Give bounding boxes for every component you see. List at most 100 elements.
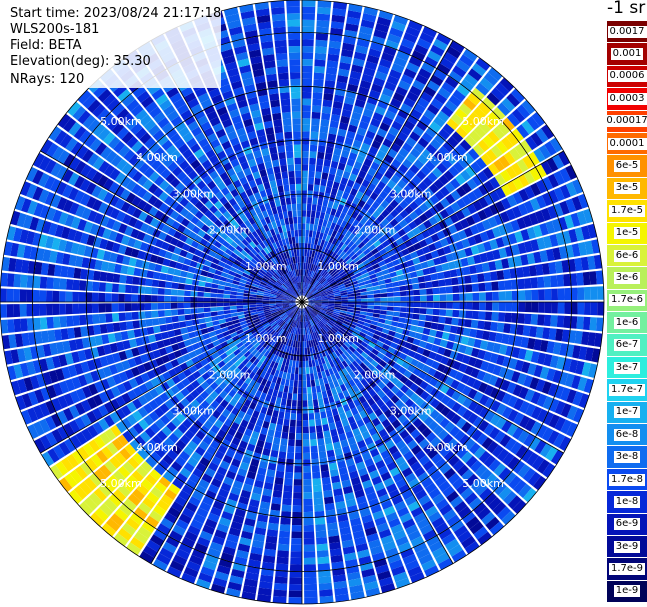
ray-bin: [327, 416, 335, 424]
ray-bin: [529, 265, 537, 277]
ray-bin: [460, 374, 470, 385]
ray-bin: [358, 170, 367, 179]
ray-bin: [359, 331, 367, 338]
ray-bin: [511, 128, 524, 143]
ray-bin: [380, 332, 388, 339]
ray-bin: [582, 271, 591, 286]
ray-bin: [405, 472, 417, 484]
ray-bin: [45, 432, 58, 447]
ray-bin: [431, 344, 440, 353]
ray-bin: [348, 379, 356, 387]
ray-bin: [337, 318, 344, 323]
ray-bin: [302, 236, 305, 243]
ray-bin: [358, 344, 366, 352]
ray-bin: [289, 298, 296, 301]
ray-bin: [345, 410, 353, 419]
ray-bin: [432, 167, 443, 178]
ray-bin: [514, 359, 524, 372]
ray-bin: [120, 201, 131, 213]
ray-bin: [234, 431, 244, 440]
ray-bin: [39, 276, 48, 289]
ray-bin: [34, 331, 43, 345]
ray-bin: [452, 459, 465, 472]
ray-bin: [413, 103, 426, 114]
ray-bin: [420, 390, 430, 401]
ray-bin: [106, 117, 120, 131]
ray-bin: [52, 277, 61, 290]
ray-bin: [289, 299, 296, 301]
ray-bin: [74, 160, 87, 174]
ray-bin: [263, 323, 271, 329]
ray-bin: [224, 334, 232, 341]
ray-bin: [296, 314, 299, 321]
ray-bin: [418, 282, 426, 289]
ray-bin: [392, 316, 400, 322]
ray-bin: [288, 346, 293, 354]
ray-bin: [167, 227, 177, 237]
ray-bin: [359, 217, 368, 225]
ray-bin: [269, 337, 275, 345]
ray-bin: [370, 259, 378, 266]
ray-bin: [282, 302, 289, 305]
ray-bin: [269, 302, 276, 304]
ray-bin: [308, 304, 315, 308]
ray-bin: [334, 307, 341, 310]
ray-bin: [94, 381, 105, 393]
ray-bin: [414, 377, 424, 386]
ray-bin: [448, 70, 463, 84]
ray-bin: [81, 207, 92, 220]
ray-bin: [373, 356, 382, 364]
ray-bin: [441, 332, 450, 340]
ray-bin: [259, 460, 268, 469]
ray-bin: [365, 251, 374, 259]
ray-bin: [134, 127, 147, 140]
ray-bin: [33, 421, 45, 437]
ray-bin: [272, 410, 279, 418]
ray-bin: [362, 202, 371, 212]
ray-bin: [328, 214, 335, 223]
ray-bin: [282, 304, 290, 308]
ray-bin: [273, 437, 281, 445]
ray-bin: [373, 29, 388, 40]
ray-bin: [502, 452, 515, 466]
ray-bin: [516, 124, 530, 139]
ray-bin: [542, 462, 556, 478]
ray-bin: [333, 334, 340, 341]
ray-bin: [171, 282, 179, 289]
ray-bin: [147, 195, 158, 206]
ray-bin: [571, 179, 584, 195]
ray-bin: [154, 418, 166, 430]
ray-bin: [256, 243, 263, 251]
ray-bin: [495, 200, 506, 213]
ray-bin: [549, 355, 559, 369]
ray-bin: [211, 283, 219, 289]
ray-bin: [308, 297, 315, 301]
ray-bin: [285, 359, 290, 367]
ray-bin: [504, 222, 514, 234]
ray-bin: [369, 273, 377, 280]
ray-bin: [240, 222, 248, 231]
ray-bin: [518, 386, 529, 400]
ray-bin: [233, 276, 241, 282]
ray-bin: [530, 391, 541, 405]
ray-bin: [195, 395, 205, 405]
ray-bin: [52, 303, 60, 316]
ray-bin: [234, 556, 248, 566]
ray-bin: [367, 302, 375, 306]
ray-bin: [224, 286, 232, 291]
ray-bin: [227, 380, 236, 389]
ray-bin: [380, 227, 389, 236]
ray-bin: [302, 308, 305, 315]
ray-bin: [399, 285, 407, 291]
ray-bin: [351, 211, 359, 219]
ray-bin: [260, 454, 270, 463]
ray-bin: [210, 293, 218, 298]
ray-bin: [368, 244, 376, 252]
ray-bin: [144, 286, 152, 295]
ray-bin: [342, 170, 351, 180]
ray-bin: [150, 377, 160, 388]
ray-bin: [445, 309, 453, 317]
ray-bin: [131, 183, 142, 195]
ray-bin: [326, 288, 333, 293]
ray-bin: [275, 302, 283, 304]
